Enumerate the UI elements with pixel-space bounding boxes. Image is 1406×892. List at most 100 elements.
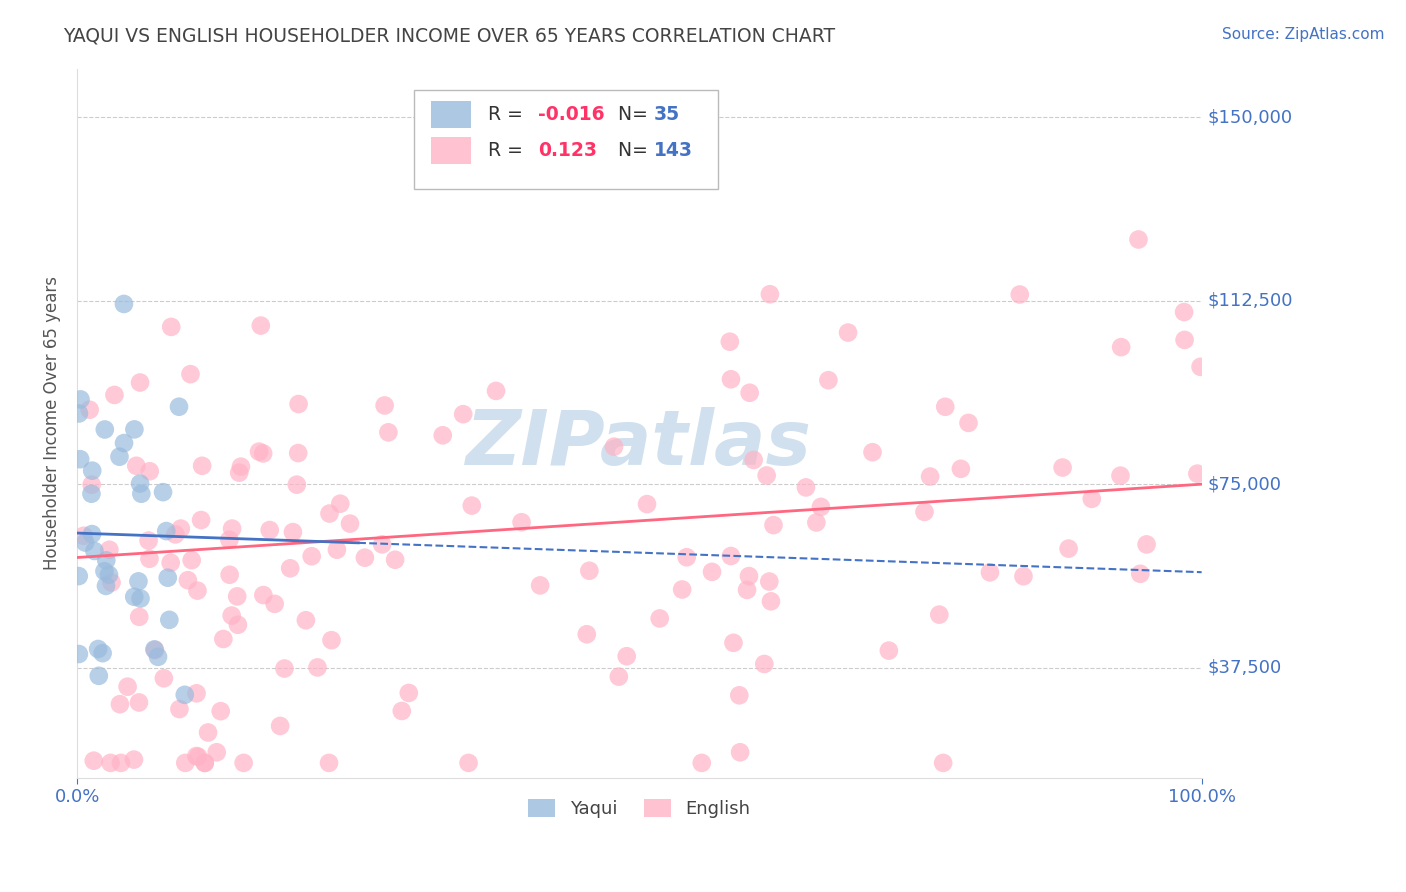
Point	[110, 756, 132, 770]
Text: $37,500: $37,500	[1208, 658, 1281, 676]
Point	[603, 440, 626, 454]
Point	[159, 556, 181, 570]
Point	[648, 611, 671, 625]
Point	[979, 566, 1001, 580]
Point	[321, 633, 343, 648]
Point	[928, 607, 950, 622]
Point	[720, 549, 742, 563]
Point	[67, 407, 90, 421]
Point	[1081, 491, 1104, 506]
Point	[1187, 467, 1209, 481]
Point	[1109, 468, 1132, 483]
Point	[723, 636, 745, 650]
Point	[117, 680, 139, 694]
Point	[636, 497, 658, 511]
Text: 35: 35	[654, 105, 681, 124]
Point	[91, 646, 114, 660]
Text: 0.123: 0.123	[538, 141, 598, 160]
Point	[98, 542, 121, 557]
Point	[173, 688, 195, 702]
Point	[285, 477, 308, 491]
Point	[96, 553, 118, 567]
Point	[920, 469, 942, 483]
Y-axis label: Householder Income Over 65 years: Householder Income Over 65 years	[44, 276, 60, 570]
Point	[759, 287, 782, 301]
Point	[112, 436, 135, 450]
Point	[877, 643, 900, 657]
Point	[87, 642, 110, 657]
Text: Source: ZipAtlas.com: Source: ZipAtlas.com	[1222, 27, 1385, 42]
Point	[575, 627, 598, 641]
Point	[129, 376, 152, 390]
Point	[128, 610, 150, 624]
Point	[759, 594, 782, 608]
Point	[218, 533, 240, 547]
Point	[287, 397, 309, 411]
Point	[221, 608, 243, 623]
Point	[75, 535, 97, 549]
Point	[529, 578, 551, 592]
Point	[810, 500, 832, 514]
Text: $75,000: $75,000	[1208, 475, 1281, 493]
Text: N=: N=	[606, 105, 654, 124]
Point	[671, 582, 693, 597]
Point	[232, 756, 254, 770]
Point	[94, 579, 117, 593]
Point	[675, 550, 697, 565]
Point	[229, 459, 252, 474]
FancyBboxPatch shape	[415, 90, 718, 189]
Point	[87, 669, 110, 683]
Text: -0.016: -0.016	[538, 105, 605, 124]
Point	[718, 334, 741, 349]
Point	[432, 428, 454, 442]
Point	[755, 468, 778, 483]
Point	[226, 590, 249, 604]
Text: $150,000: $150,000	[1208, 109, 1292, 127]
Point	[108, 697, 131, 711]
Point	[457, 756, 479, 770]
Point	[128, 696, 150, 710]
Point	[190, 513, 212, 527]
Point	[218, 567, 240, 582]
Point	[226, 617, 249, 632]
Point	[307, 660, 329, 674]
Point	[67, 569, 90, 583]
Point	[728, 688, 751, 702]
Point	[153, 671, 176, 685]
Point	[143, 642, 166, 657]
Point	[269, 719, 291, 733]
Point	[1128, 232, 1150, 246]
Point	[329, 497, 352, 511]
Point	[205, 745, 228, 759]
Point	[221, 522, 243, 536]
Point	[167, 400, 190, 414]
Point	[94, 422, 117, 436]
Point	[138, 533, 160, 548]
Point	[100, 756, 122, 770]
Point	[108, 450, 131, 464]
Point	[125, 458, 148, 473]
Point	[738, 385, 761, 400]
Point	[112, 297, 135, 311]
Point	[949, 462, 972, 476]
Point	[197, 725, 219, 739]
Point	[273, 661, 295, 675]
Point	[461, 499, 484, 513]
Point	[228, 466, 250, 480]
Point	[98, 567, 121, 582]
Point	[281, 525, 304, 540]
Text: N=: N=	[606, 141, 654, 160]
Point	[616, 649, 638, 664]
Point	[690, 756, 713, 770]
Point	[862, 445, 884, 459]
Point	[170, 522, 193, 536]
Text: 143: 143	[654, 141, 693, 160]
Point	[82, 464, 104, 478]
Point	[1008, 287, 1031, 301]
Point	[80, 527, 103, 541]
Point	[83, 544, 105, 558]
Legend: Yaqui, English: Yaqui, English	[520, 791, 758, 825]
Text: $112,500: $112,500	[1208, 292, 1292, 310]
Point	[371, 537, 394, 551]
Point	[837, 326, 859, 340]
